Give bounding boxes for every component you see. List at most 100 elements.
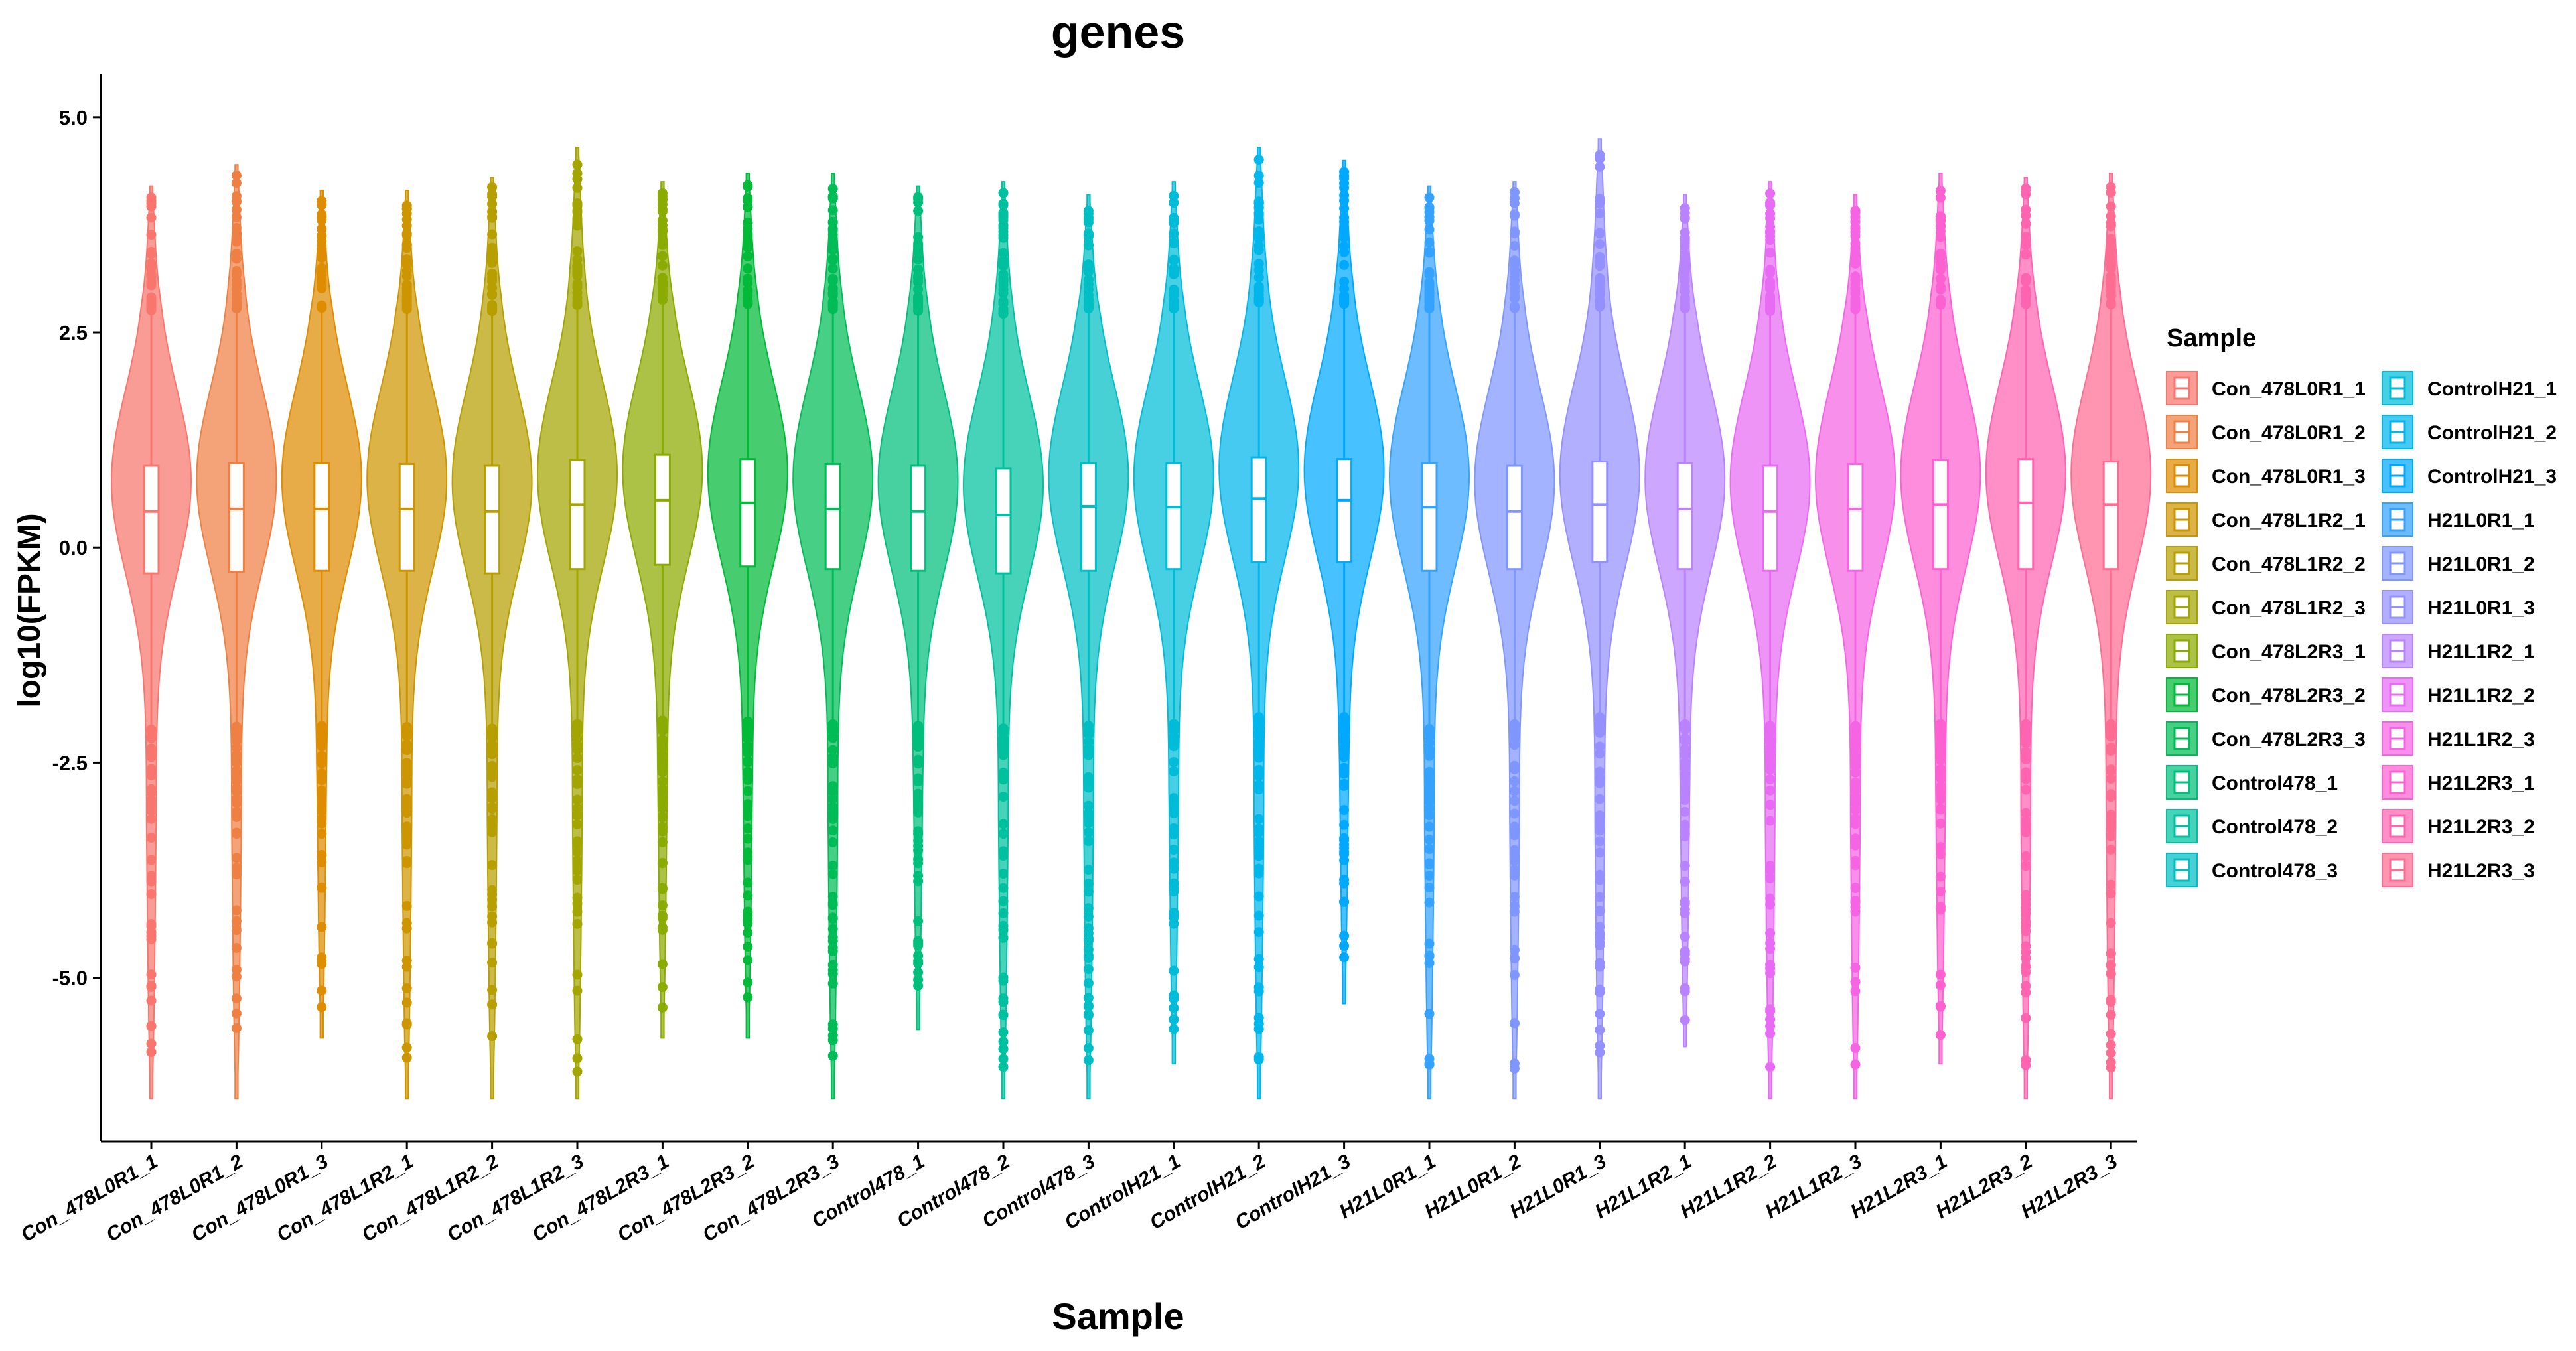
outlier-point	[657, 900, 668, 911]
outlier-point	[487, 938, 498, 948]
outlier-point	[2021, 738, 2031, 748]
outlier-point	[1935, 842, 1946, 853]
outlier-point	[1509, 786, 1520, 796]
outlier-point	[317, 849, 327, 860]
outlier-point	[827, 1050, 838, 1061]
outlier-point	[1935, 871, 1946, 882]
outlier-point	[827, 288, 838, 299]
outlier-point	[2106, 201, 2116, 212]
outlier-point	[401, 828, 412, 839]
outlier-point	[231, 1023, 242, 1033]
outlier-point	[1765, 860, 1776, 871]
outlier-point	[998, 975, 1009, 986]
outlier-point	[401, 775, 412, 786]
outlier-point	[572, 865, 583, 876]
outlier-point	[1595, 208, 1605, 219]
outlier-point	[1253, 764, 1264, 775]
outlier-point	[827, 802, 838, 812]
outlier-point	[998, 1036, 1009, 1047]
outlier-point	[1765, 282, 1776, 293]
outlier-point	[1169, 238, 1179, 249]
box	[2017, 458, 2035, 571]
outlier-point	[1765, 267, 1776, 278]
outlier-point	[487, 301, 498, 312]
outlier-point	[1169, 965, 1179, 976]
outlier-point	[401, 821, 412, 832]
outlier-point	[1850, 962, 1861, 973]
outlier-point	[1765, 1006, 1776, 1017]
outlier-point	[1680, 750, 1690, 760]
outlier-point	[1935, 784, 1946, 794]
outlier-point	[1935, 263, 1946, 273]
outlier-point	[1083, 1009, 1094, 1019]
outlier-point	[572, 733, 583, 743]
outlier-point	[1169, 265, 1179, 275]
outlier-point	[1765, 721, 1776, 732]
outlier-point	[743, 799, 753, 810]
outlier-point	[998, 792, 1009, 802]
violin-ControlH21_2	[1218, 147, 1300, 1100]
outlier-point	[1424, 810, 1435, 821]
legend-item: ControlH21_1	[2382, 371, 2557, 405]
outlier-point	[1253, 843, 1264, 854]
outlier-point	[1935, 299, 1946, 309]
legend-label: H21L2R3_2	[2427, 816, 2535, 838]
outlier-point	[827, 978, 838, 989]
box	[995, 467, 1012, 575]
legend-title: Sample	[2167, 324, 2256, 352]
outlier-point	[913, 742, 924, 752]
outlier-point	[1253, 954, 1264, 964]
outlier-point	[1509, 275, 1520, 285]
outlier-point	[1424, 834, 1435, 845]
outlier-point	[146, 1047, 157, 1058]
outlier-point	[487, 198, 498, 209]
outlier-point	[1083, 928, 1094, 938]
outlier-point	[2106, 279, 2116, 289]
outlier-point	[2021, 808, 2031, 818]
outlier-point	[1595, 161, 1605, 172]
outlier-point	[657, 776, 668, 787]
outlier-point	[827, 255, 838, 265]
outlier-point	[913, 916, 924, 926]
violin-Control478_2	[962, 181, 1044, 1100]
outlier-point	[743, 263, 753, 274]
outlier-point	[1424, 796, 1435, 807]
chart-title: genes	[1051, 6, 1185, 58]
legend-item: H21L2R3_2	[2382, 809, 2535, 843]
y-tick-label: 2.5	[59, 321, 88, 344]
outlier-point	[146, 931, 157, 942]
outlier-point	[572, 803, 583, 814]
outlier-point	[1850, 297, 1861, 307]
outlier-point	[401, 794, 412, 804]
outlier-point	[1169, 912, 1179, 923]
outlier-point	[998, 298, 1009, 309]
outlier-point	[827, 238, 838, 249]
outlier-point	[998, 869, 1009, 879]
outlier-point	[146, 832, 157, 843]
outlier-point	[1680, 831, 1690, 841]
outlier-point	[998, 1044, 1009, 1054]
outlier-point	[1424, 192, 1435, 203]
outlier-point	[1680, 806, 1690, 817]
outlier-point	[487, 894, 498, 905]
outlier-point	[2021, 290, 2031, 301]
box	[910, 464, 927, 572]
legend-label: ControlH21_3	[2427, 466, 2557, 488]
outlier-point	[998, 829, 1009, 839]
outlier-point	[657, 858, 668, 869]
outlier-point	[657, 924, 668, 935]
outlier-point	[401, 1019, 412, 1030]
outlier-point	[1083, 728, 1094, 739]
outlier-point	[1083, 879, 1094, 889]
outlier-point	[1509, 240, 1520, 251]
outlier-point	[572, 719, 583, 730]
outlier-point	[1509, 825, 1520, 835]
outlier-point	[487, 211, 498, 222]
outlier-point	[401, 767, 412, 778]
outlier-point	[2021, 774, 2031, 784]
outlier-point	[827, 299, 838, 310]
violin-H21L1R2_3	[1814, 194, 1896, 1100]
outlier-point	[2021, 750, 2031, 760]
outlier-point	[231, 303, 242, 313]
outlier-point	[1850, 797, 1861, 808]
